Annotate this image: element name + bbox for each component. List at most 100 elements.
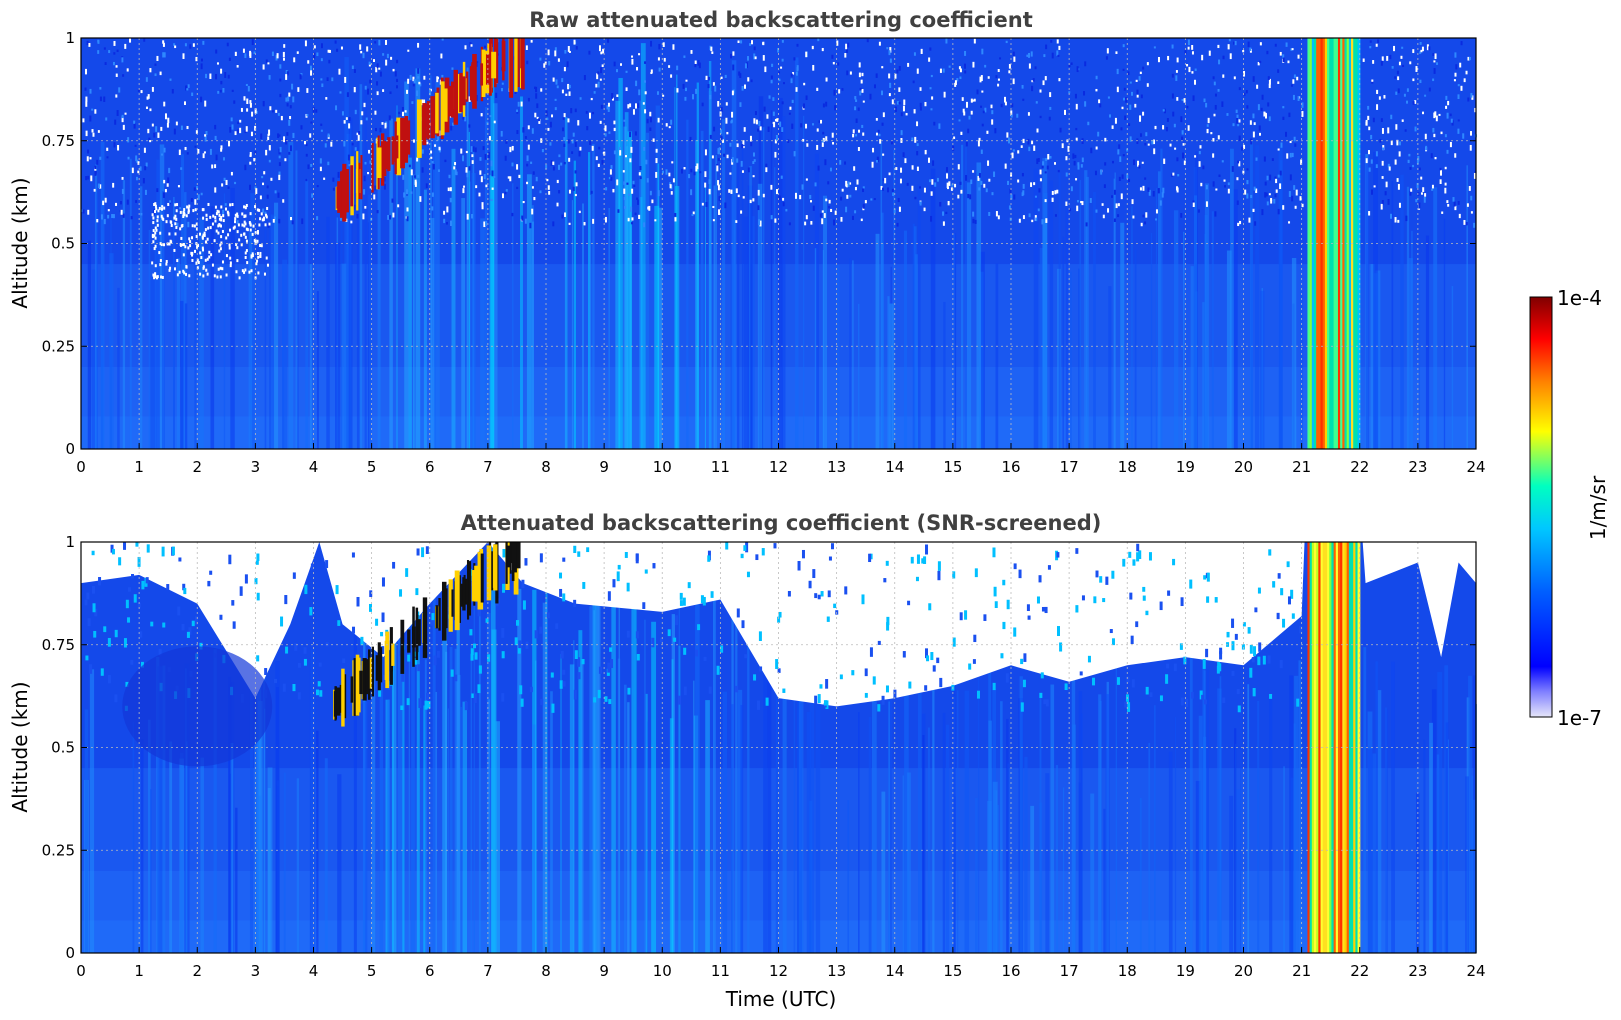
noise-speckle <box>154 226 157 230</box>
noise-speckle <box>194 208 197 212</box>
aerosol-streak <box>797 668 799 953</box>
snr-mask <box>1362 542 1476 658</box>
mask-fragment <box>146 544 150 553</box>
noise-speckle <box>239 119 242 123</box>
noise-speckle <box>739 102 742 107</box>
noise-speckle <box>1258 132 1261 136</box>
noise-speckle <box>1119 156 1122 162</box>
noise-speckle <box>1293 185 1296 190</box>
noise-speckle <box>161 216 164 220</box>
noise-speckle <box>845 48 848 53</box>
mask-fragment <box>1241 644 1245 650</box>
smoke-plume <box>453 69 458 125</box>
noise-speckle <box>147 94 150 99</box>
mask-fragment <box>1105 576 1109 585</box>
noise-speckle <box>214 219 217 223</box>
noise-speckle <box>1166 118 1169 122</box>
smoke-plume <box>417 619 421 646</box>
noise-speckle <box>1233 41 1236 45</box>
noise-speckle <box>1249 120 1252 125</box>
noise-speckle <box>747 56 750 61</box>
noise-speckle <box>441 38 444 41</box>
noise-speckle <box>972 61 975 68</box>
mask-fragment <box>745 542 749 553</box>
noise-speckle <box>976 89 979 95</box>
noise-speckle <box>1032 78 1035 82</box>
noise-speckle <box>1214 104 1217 110</box>
noise-speckle <box>1261 94 1264 100</box>
mask-fragment <box>98 577 102 586</box>
noise-speckle <box>720 129 723 135</box>
noise-speckle <box>1265 192 1268 197</box>
noise-speckle <box>643 222 646 228</box>
mask-fragment <box>1202 658 1206 669</box>
noise-speckle <box>561 78 564 83</box>
smoke-plume <box>416 99 422 158</box>
noise-speckle <box>1116 68 1119 75</box>
noise-speckle <box>782 197 785 201</box>
smoke-plume <box>333 691 337 717</box>
noise-speckle <box>644 91 647 95</box>
noise-speckle <box>635 103 638 109</box>
noise-speckle <box>145 162 148 167</box>
cloud-band <box>1346 38 1350 449</box>
noise-speckle <box>217 231 220 235</box>
aerosol-streak <box>1247 684 1250 953</box>
noise-speckle <box>1365 158 1368 164</box>
noise-speckle <box>284 158 287 162</box>
noise-speckle <box>395 85 398 89</box>
noise-speckle <box>1252 76 1255 82</box>
noise-speckle <box>1245 90 1248 94</box>
mask-fragment <box>133 594 137 603</box>
aerosol-streak <box>1030 805 1035 953</box>
noise-speckle <box>135 176 138 181</box>
mask-fragment <box>380 631 384 637</box>
aerosol-streak <box>1174 716 1177 953</box>
mask-fragment <box>501 693 505 702</box>
noise-speckle <box>923 187 926 193</box>
noise-speckle <box>699 171 702 174</box>
noise-speckle <box>278 162 281 167</box>
noise-speckle <box>1227 182 1230 186</box>
noise-speckle <box>208 250 211 254</box>
noise-speckle <box>1242 170 1245 174</box>
noise-speckle <box>419 83 422 87</box>
noise-speckle <box>639 166 642 171</box>
noise-speckle <box>1198 161 1201 167</box>
noise-speckle <box>592 218 595 224</box>
noise-speckle <box>1009 188 1012 194</box>
mask-fragment <box>861 594 865 605</box>
noise-speckle <box>606 105 609 110</box>
noise-speckle <box>1279 51 1282 56</box>
noise-speckle <box>179 210 182 214</box>
mask-fragment <box>1079 671 1083 676</box>
noise-speckle <box>726 154 729 159</box>
mask-fragment <box>470 653 474 661</box>
x-tick-label: 7 <box>483 458 493 476</box>
noise-speckle <box>1270 199 1273 204</box>
mask-fragment <box>932 665 936 672</box>
noise-speckle <box>780 175 783 179</box>
mask-fragment <box>877 704 881 712</box>
noise-speckle <box>1415 199 1418 203</box>
noise-speckle <box>180 224 183 228</box>
noise-speckle <box>267 62 270 65</box>
noise-speckle <box>923 207 926 212</box>
noise-speckle <box>1268 193 1271 196</box>
mask-fragment <box>125 599 129 609</box>
aerosol-streak <box>451 148 456 449</box>
noise-speckle <box>376 63 379 69</box>
noise-speckle <box>228 57 231 61</box>
noise-speckle <box>889 47 892 53</box>
noise-speckle <box>216 275 219 279</box>
noise-speckle <box>1081 201 1084 206</box>
mask-fragment <box>812 569 816 579</box>
noise-speckle <box>1373 185 1376 188</box>
noise-speckle <box>154 202 157 206</box>
noise-speckle <box>717 101 720 107</box>
noise-speckle <box>665 169 668 175</box>
aerosol-streak <box>806 711 812 953</box>
noise-speckle <box>196 266 199 270</box>
aerosol-streak <box>230 743 234 953</box>
